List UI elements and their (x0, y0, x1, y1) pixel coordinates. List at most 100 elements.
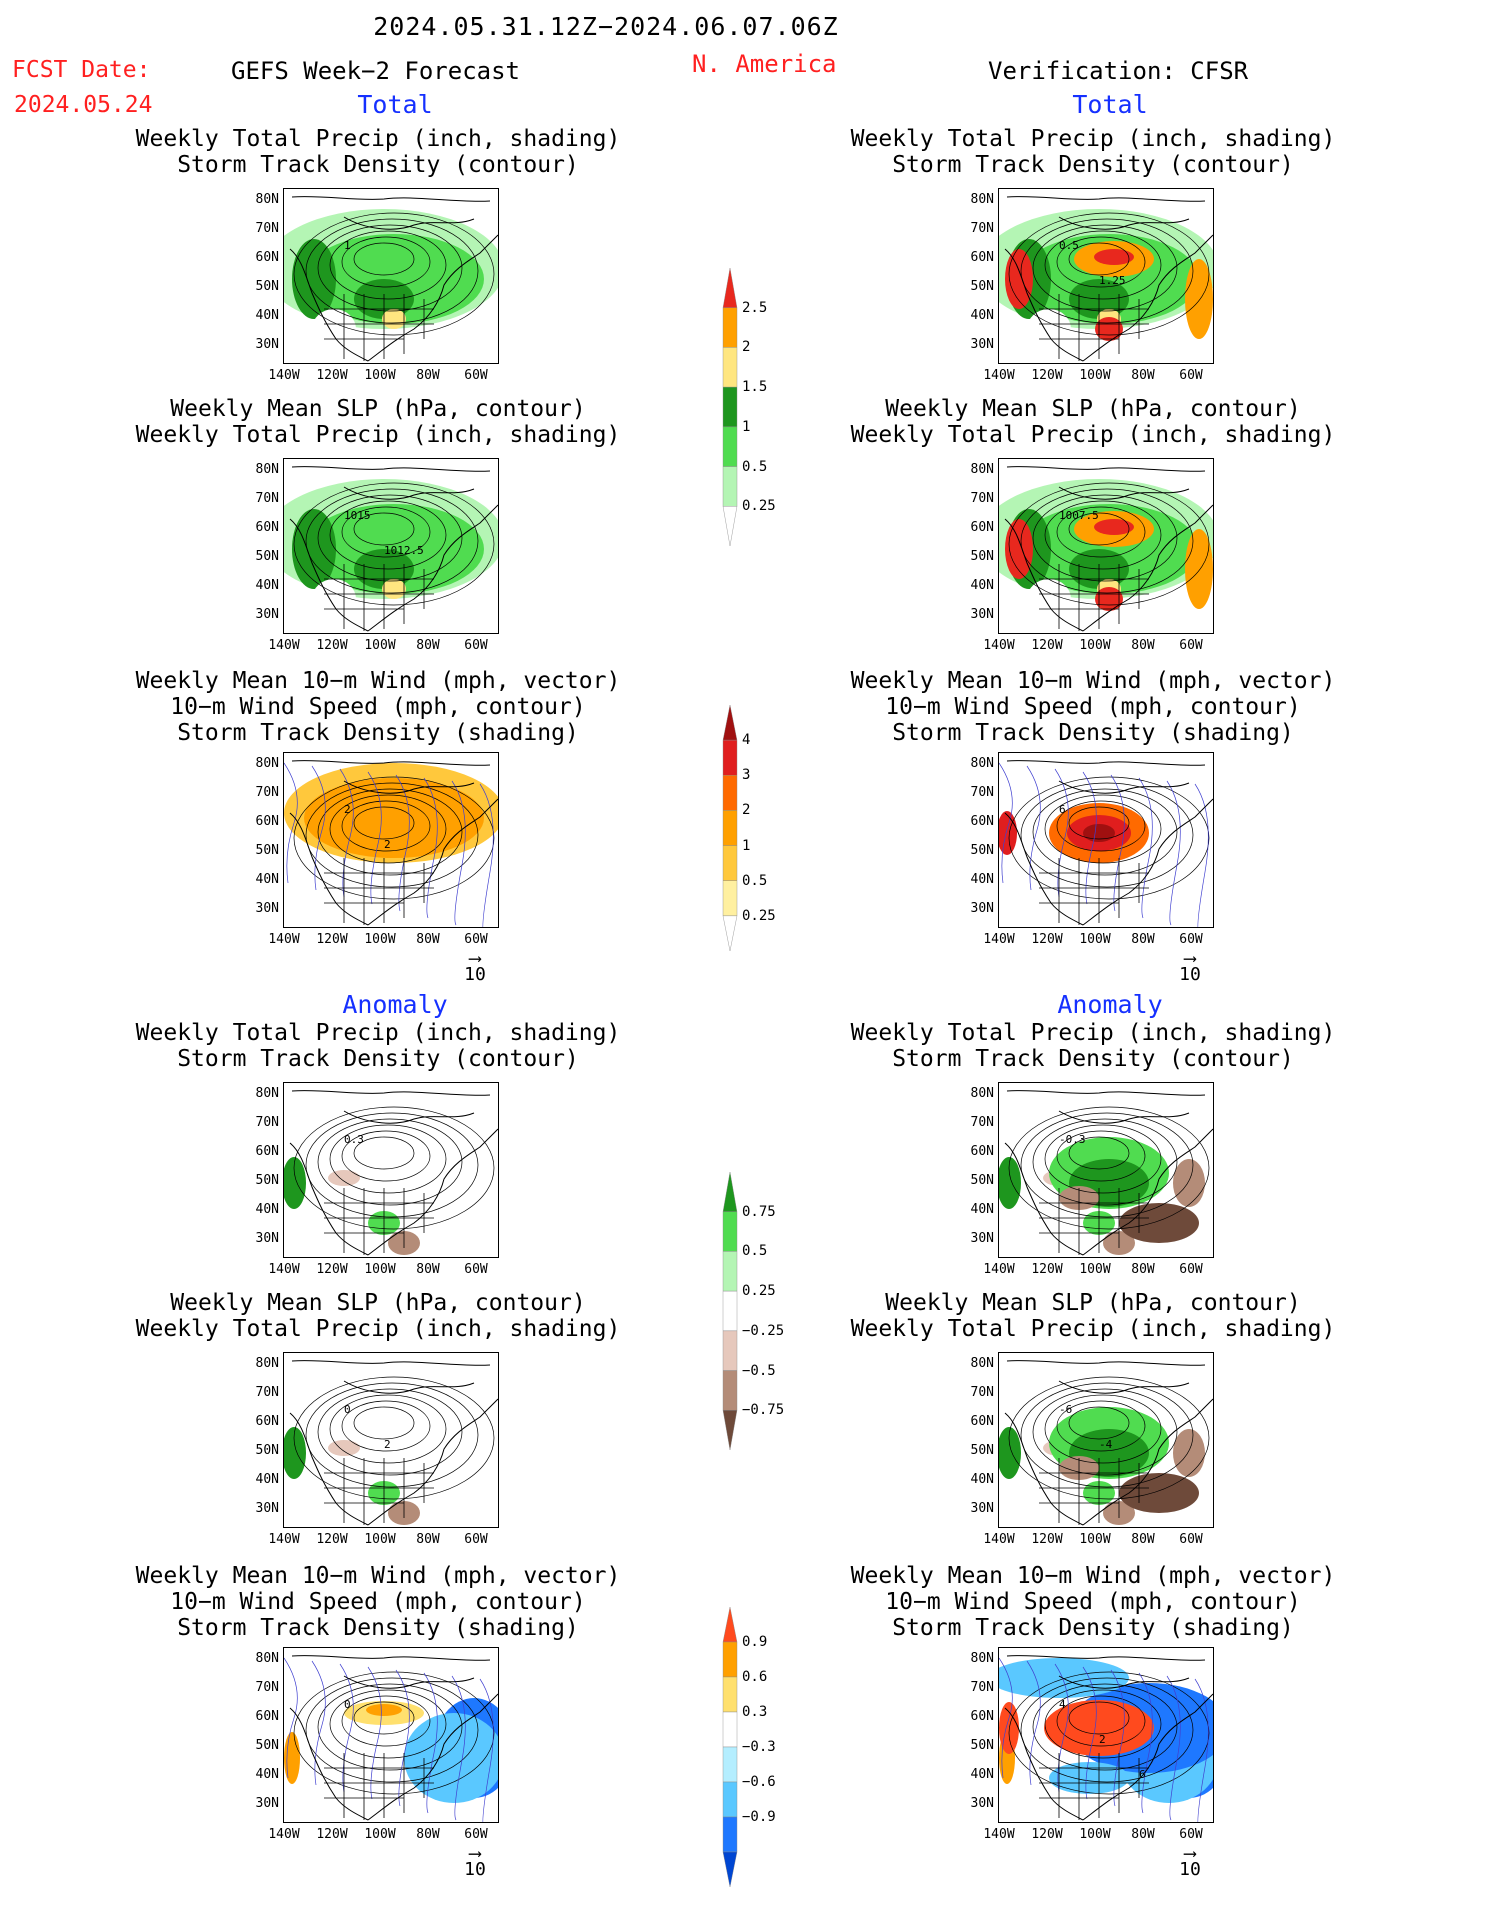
colorbar-swatch (722, 386, 738, 428)
lat-tick-label: 30N (970, 607, 994, 622)
panel-title-line: Storm Track Density (contour) (892, 152, 1294, 178)
wind-vector-line (1054, 768, 1069, 898)
shade-anom (284, 1427, 306, 1479)
shade-mid (1019, 504, 1199, 594)
colorbar-tick-label: 0.5 (742, 458, 768, 475)
contour-line (1032, 788, 1178, 876)
lat-tick-label: 80N (970, 1651, 994, 1666)
vector-reference-arrow: ⟶ (1184, 948, 1196, 969)
map-panel-fc-total-precip: 1 (283, 188, 499, 364)
panel-title-line: Weekly Mean 10−m Wind (mph, vector) (850, 668, 1336, 694)
lat-tick-label: 40N (970, 1202, 994, 1217)
shade-yellow (382, 309, 406, 329)
contour-label: -4 (1099, 1438, 1113, 1451)
lon-tick-label: 80W (416, 932, 440, 947)
contour-line (1044, 230, 1162, 300)
contour-line (317, 788, 463, 876)
contour-line (1068, 242, 1130, 276)
contour-line (293, 482, 495, 606)
lat-tick-label: 50N (255, 1443, 279, 1458)
lon-tick-label: 80W (416, 1262, 440, 1277)
contour-line (317, 494, 463, 582)
lat-tick-label: 70N (255, 491, 279, 506)
wind-vector-line (367, 771, 382, 905)
contour-line (1068, 806, 1130, 840)
shade-wanom (1044, 1700, 1154, 1756)
panel-title-line: Weekly Total Precip (inch, shading) (850, 1316, 1336, 1342)
state-borders (1039, 1753, 1149, 1820)
coastline (1004, 1090, 1213, 1256)
lon-tick-label: 80W (416, 1532, 440, 1547)
section-anomaly-right: Anomaly (1057, 990, 1163, 1019)
map-canvas: 1015 1012.5 (284, 466, 498, 632)
colorbar-swatch (722, 915, 738, 952)
map-panel-ver-anom-wind: 4 2 6 (998, 1647, 1214, 1823)
colorbar-tick-label: 1 (742, 837, 751, 854)
lat-tick-label: 40N (255, 872, 279, 887)
panel-title-line: Storm Track Density (contour) (892, 1046, 1294, 1072)
lat-tick-label: 50N (970, 1738, 994, 1753)
wind-vector-line (1138, 777, 1153, 919)
contour-label: 0 (344, 1698, 351, 1711)
contour-line (353, 1701, 415, 1735)
wind-vector-line (339, 768, 354, 898)
contour-line (317, 1388, 463, 1476)
colorbar-tick-label: 0.25 (742, 907, 776, 924)
contour-line (329, 1124, 447, 1194)
wind-vector-line (1194, 1678, 1209, 1822)
map-canvas: 0.3 (284, 1090, 498, 1256)
lon-tick-label: 100W (364, 932, 396, 947)
panel-title-line: 10−m Wind Speed (mph, contour) (885, 694, 1301, 720)
colorbar-swatch (722, 466, 738, 507)
coastline (1004, 1655, 1213, 1821)
colorbar-tick-label: 0.6 (742, 1669, 768, 1685)
lon-tick-label: 120W (1031, 1532, 1063, 1547)
contour-line (305, 1112, 479, 1218)
contour-line (1044, 1394, 1162, 1464)
coastline (1004, 760, 1213, 926)
colorbar-swatch (722, 1781, 738, 1818)
lon-tick-label: 140W (983, 1827, 1015, 1842)
contour-line (1056, 236, 1146, 288)
lon-tick-label: 60W (1179, 1262, 1203, 1277)
state-borders (1039, 294, 1149, 361)
wind-vector-line (423, 1672, 438, 1814)
contour-line (329, 1394, 447, 1464)
colorbar-swatch (722, 1171, 738, 1212)
wind-vector-line (1054, 1663, 1069, 1793)
lon-tick-label: 80W (416, 638, 440, 653)
colorbar-swatch (722, 1606, 738, 1643)
wind-vector-line (311, 1660, 326, 1786)
contour-label: 2 (1099, 1733, 1106, 1746)
wind-vector-line (395, 774, 410, 912)
lat-tick-label: 40N (255, 1472, 279, 1487)
forecast-model-title: GEFS Week−2 Forecast (231, 57, 520, 85)
wind-vector-line (395, 1669, 410, 1807)
contour-line (1008, 482, 1210, 606)
lon-tick-label: 80W (416, 368, 440, 383)
state-borders (324, 1188, 434, 1255)
lon-tick-label: 60W (1179, 1827, 1203, 1842)
colorbar-tick-label: 2 (742, 339, 751, 356)
lon-tick-label: 140W (983, 1532, 1015, 1547)
wind-vector-line (423, 777, 438, 919)
region-title: N. America (692, 50, 837, 78)
contour-line (293, 1376, 495, 1500)
panel-title-line: 10−m Wind Speed (mph, contour) (170, 1589, 586, 1615)
lat-tick-label: 60N (970, 1414, 994, 1429)
contour-line (1032, 224, 1178, 312)
shade-mid (304, 234, 484, 324)
lat-tick-label: 70N (255, 1385, 279, 1400)
lat-tick-label: 60N (970, 1709, 994, 1724)
lat-tick-label: 80N (255, 1651, 279, 1666)
contour-line (1008, 1671, 1210, 1795)
colorbar-swatch (722, 1410, 738, 1451)
lat-tick-label: 30N (970, 1796, 994, 1811)
contour-line (317, 1683, 463, 1771)
contour-line (1032, 494, 1178, 582)
lon-tick-label: 100W (1079, 1827, 1111, 1842)
panel-title-line: 10−m Wind Speed (mph, contour) (885, 1589, 1301, 1615)
lon-tick-label: 60W (464, 1827, 488, 1842)
contour-line (341, 1695, 431, 1747)
